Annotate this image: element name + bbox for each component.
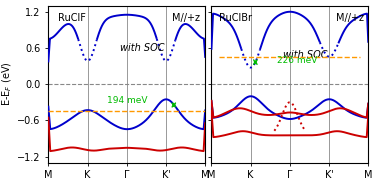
Text: 226 meV: 226 meV bbox=[277, 56, 318, 65]
Text: 194 meV: 194 meV bbox=[106, 97, 147, 105]
Text: with SOC: with SOC bbox=[120, 43, 165, 53]
Y-axis label: E-E$_F$ (eV): E-E$_F$ (eV) bbox=[1, 62, 15, 106]
Text: RuClF: RuClF bbox=[58, 13, 86, 23]
Text: M//+z: M//+z bbox=[173, 13, 201, 23]
Text: with SOC: with SOC bbox=[283, 50, 328, 60]
Text: M//+z: M//+z bbox=[336, 13, 363, 23]
Text: RuClBr: RuClBr bbox=[219, 13, 252, 23]
